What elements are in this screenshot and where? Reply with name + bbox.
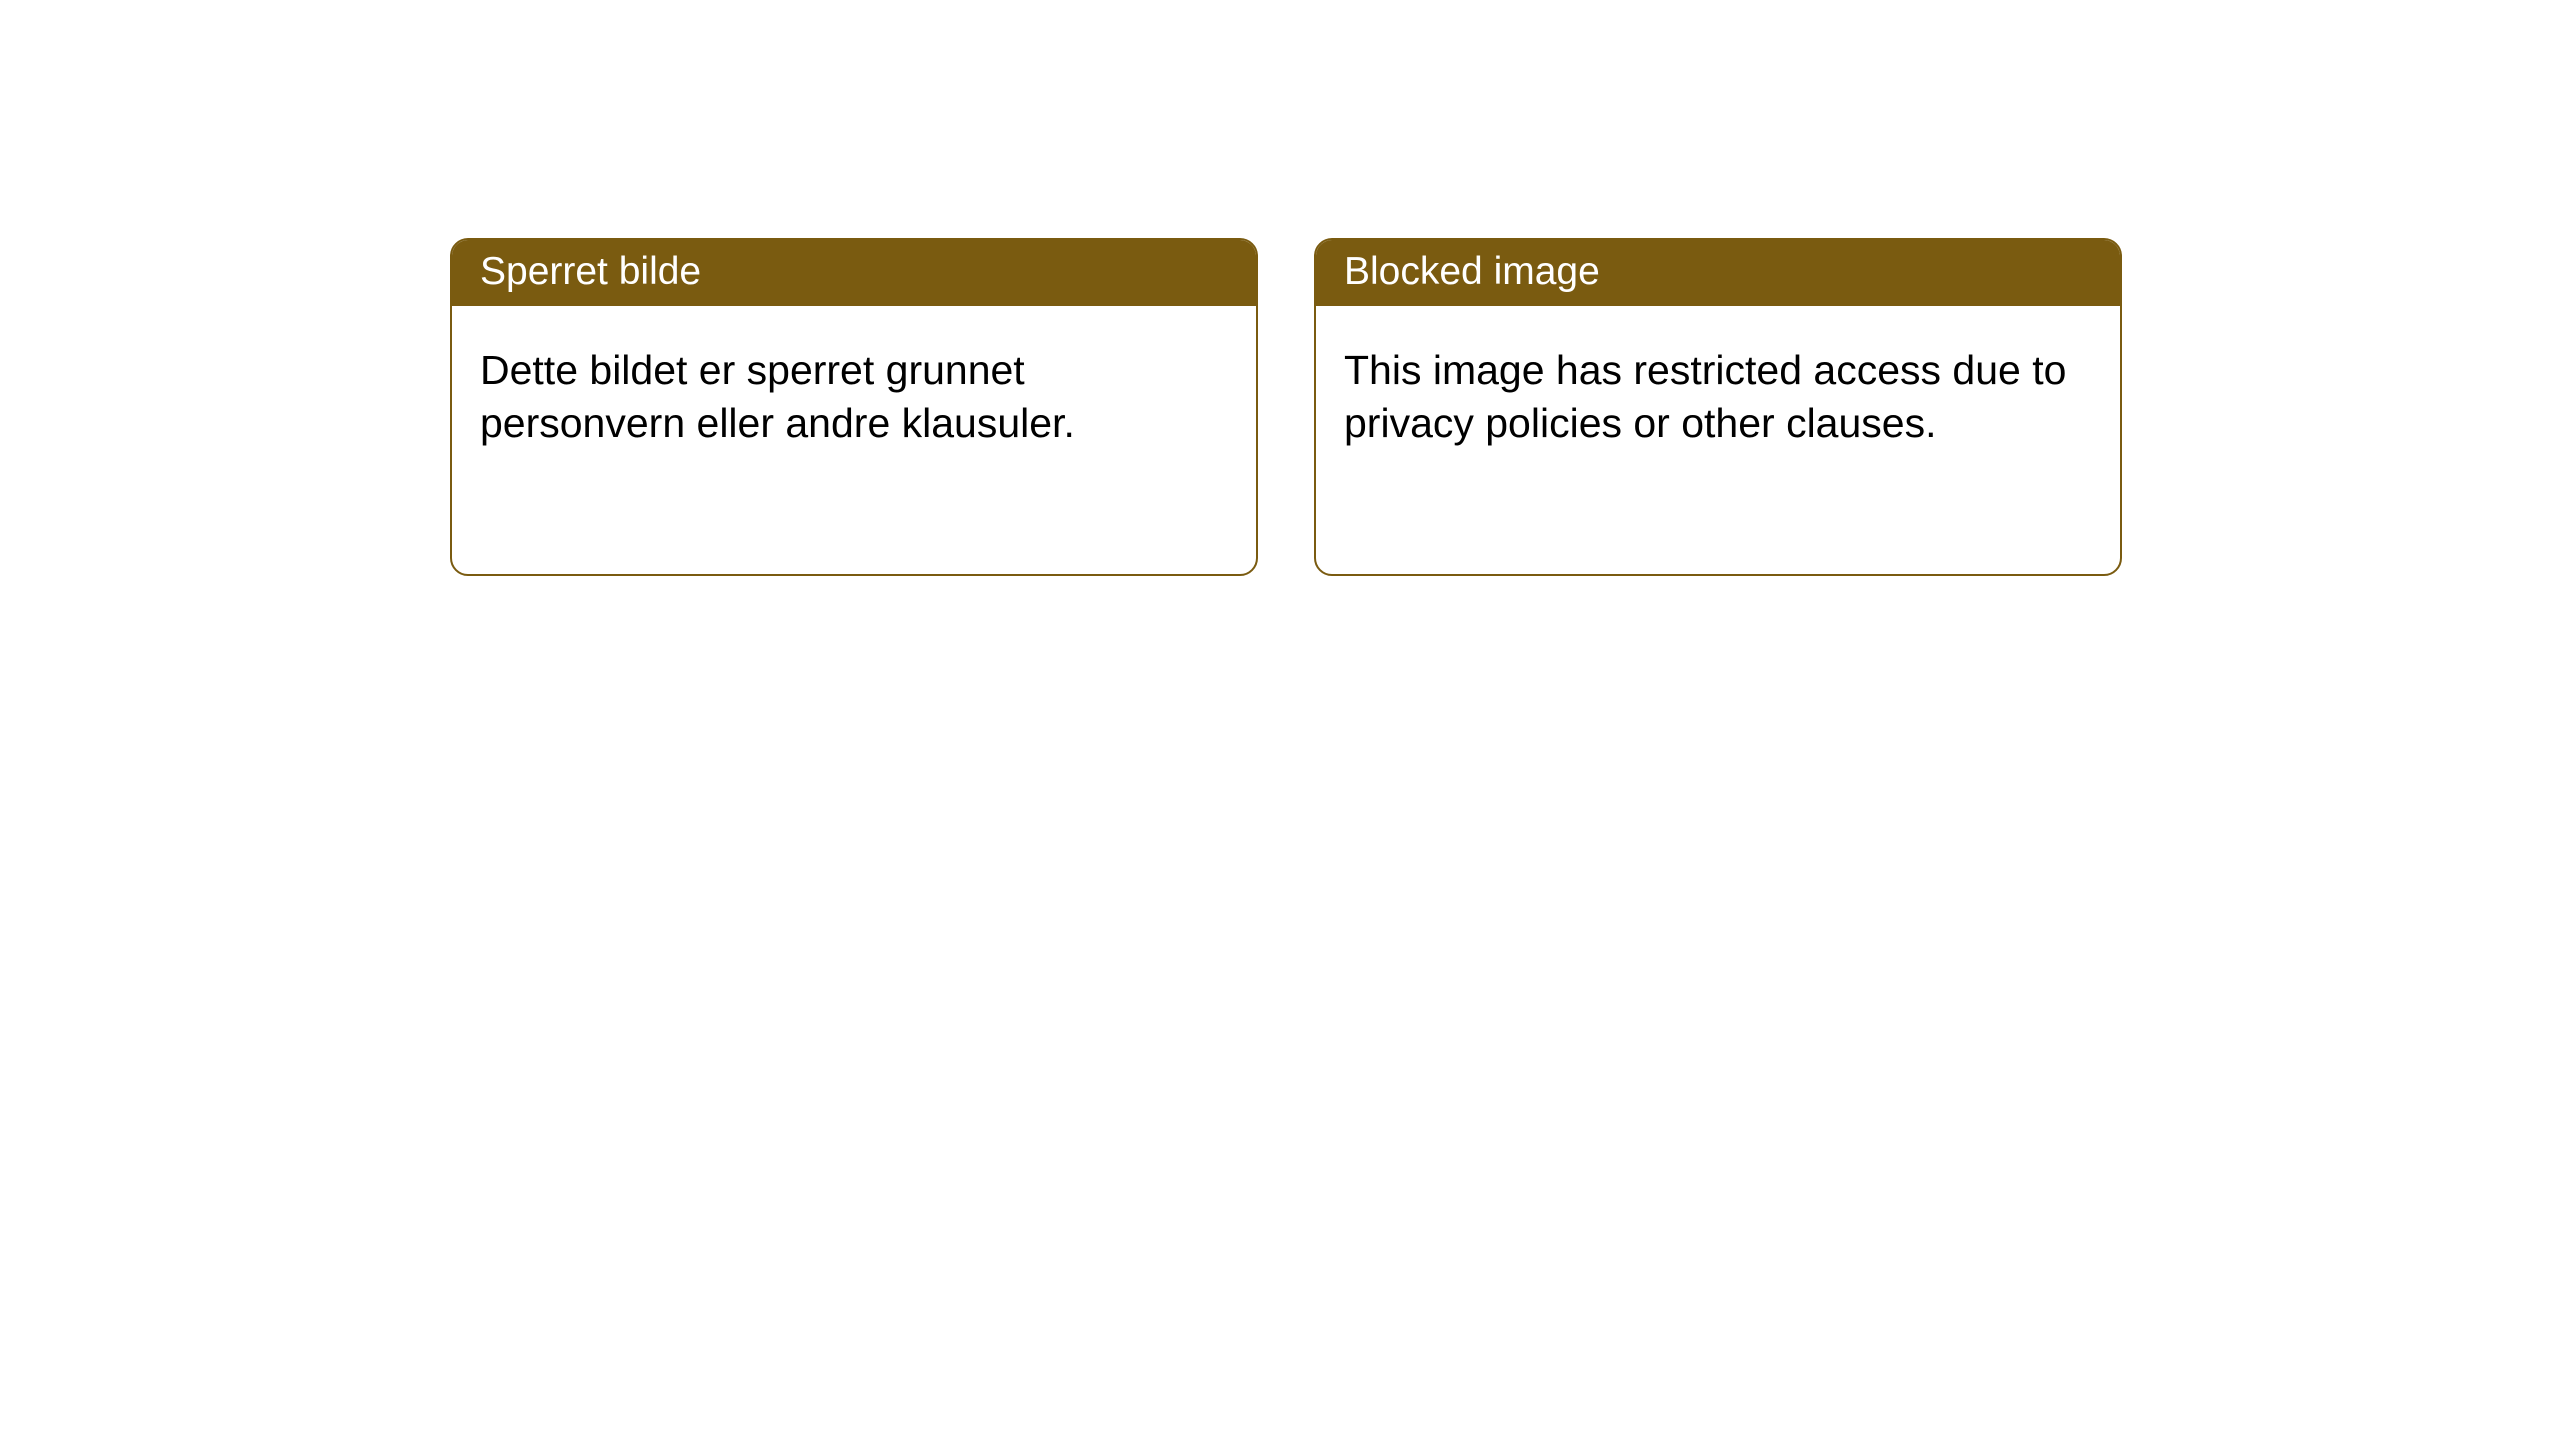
- blocked-image-card-english: Blocked image This image has restricted …: [1314, 238, 2122, 576]
- card-title: Sperret bilde: [480, 250, 701, 293]
- card-message: This image has restricted access due to …: [1344, 347, 2066, 446]
- card-body: Dette bildet er sperret grunnet personve…: [452, 306, 1256, 574]
- card-title: Blocked image: [1344, 250, 1600, 293]
- card-header: Sperret bilde: [452, 240, 1256, 306]
- card-header: Blocked image: [1316, 240, 2120, 306]
- notice-cards-container: Sperret bilde Dette bildet er sperret gr…: [0, 0, 2560, 576]
- card-message: Dette bildet er sperret grunnet personve…: [480, 347, 1075, 446]
- blocked-image-card-norwegian: Sperret bilde Dette bildet er sperret gr…: [450, 238, 1258, 576]
- card-body: This image has restricted access due to …: [1316, 306, 2120, 574]
